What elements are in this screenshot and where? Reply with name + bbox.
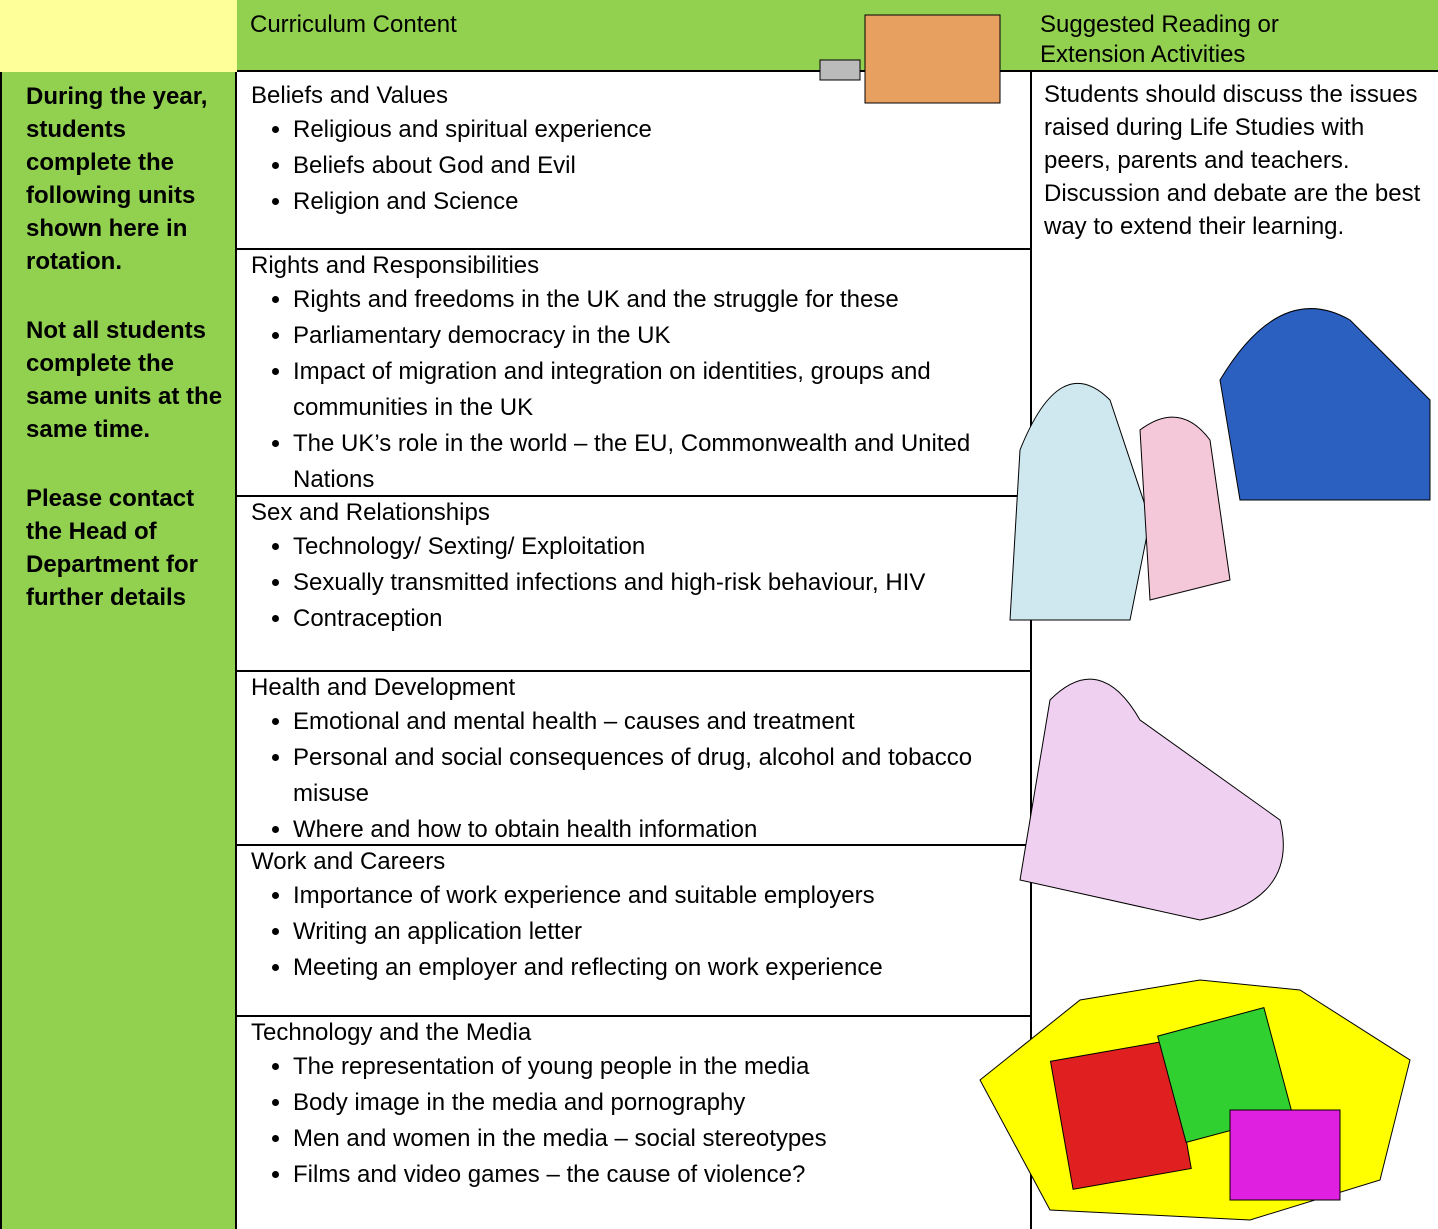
unit-item: Rights and freedoms in the UK and the st… bbox=[293, 282, 1017, 318]
unit-title: Beliefs and Values bbox=[251, 82, 449, 109]
couple-woman bbox=[1139, 416, 1231, 601]
unit-item: Writing an application letter bbox=[293, 914, 1017, 950]
unit-item: Parliamentary democracy in the UK bbox=[293, 318, 1017, 354]
note-paragraph: During the year, students complete the f… bbox=[26, 83, 208, 275]
mechanic bbox=[1019, 678, 1284, 921]
left-note: During the year, students complete the f… bbox=[0, 72, 237, 1229]
unit-item: Contraception bbox=[293, 601, 1017, 637]
unit: Rights and Responsibilities Rights and fr… bbox=[237, 250, 1031, 497]
unit-item: The UK’s role in the world – the EU, Com… bbox=[293, 426, 1017, 498]
unit: Health and Development Emotional and ment… bbox=[237, 672, 1031, 846]
unit-list: Emotional and mental health – causes and… bbox=[251, 704, 1017, 848]
unit-item: Religion and Science bbox=[293, 184, 1017, 220]
unit-list: Technology/ Sexting/ ExploitationSexuall… bbox=[251, 529, 1017, 637]
unit-item: The representation of young people in th… bbox=[293, 1049, 1017, 1085]
unit-title: Health and Development bbox=[251, 674, 516, 701]
header-cell: Curriculum Content bbox=[250, 11, 457, 38]
men bbox=[1219, 308, 1431, 501]
unit-item: Emotional and mental health – causes and… bbox=[293, 704, 1017, 740]
unit-list: The representation of young people in th… bbox=[251, 1049, 1017, 1193]
unit-item: Impact of migration and integration on i… bbox=[293, 354, 1017, 426]
unit-list: Rights and freedoms in the UK and the st… bbox=[251, 282, 1017, 498]
unit-item: Importance of work experience and suitab… bbox=[293, 878, 1017, 914]
unit: Work and Careers Importance of work exper… bbox=[237, 846, 1031, 1017]
header-cell: Suggested Reading or Extension Activitie… bbox=[1040, 11, 1279, 68]
unit-item: Body image in the media and pornography bbox=[293, 1085, 1017, 1121]
note-paragraph: Not all students complete the same units… bbox=[26, 317, 223, 443]
unit-title: Work and Careers bbox=[251, 848, 446, 875]
books-burst bbox=[979, 979, 1411, 1221]
unit-item: Sexually transmitted infections and high… bbox=[293, 565, 1017, 601]
note-paragraph: Please contact the Head of Department fo… bbox=[26, 485, 199, 611]
unit-item: Where and how to obtain health informati… bbox=[293, 812, 1017, 848]
unit-item: Personal and social consequences of drug… bbox=[293, 740, 1017, 812]
unit-item: Technology/ Sexting/ Exploitation bbox=[293, 529, 1017, 565]
book bbox=[1049, 1039, 1192, 1190]
unit-item: Beliefs about God and Evil bbox=[293, 148, 1017, 184]
unit-title: Technology and the Media bbox=[251, 1019, 532, 1046]
unit-item: Films and video games – the cause of vio… bbox=[293, 1157, 1017, 1193]
unit-title: Sex and Relationships bbox=[251, 499, 490, 526]
divider bbox=[1030, 72, 1032, 1229]
unit-item: Men and women in the media – social ster… bbox=[293, 1121, 1017, 1157]
book bbox=[1157, 1007, 1293, 1143]
unit-list: Religious and spiritual experienceBelief… bbox=[251, 112, 1017, 220]
unit: Beliefs and Values Religious and spiritua… bbox=[237, 80, 1031, 250]
unit-title: Rights and Responsibilities bbox=[251, 252, 540, 279]
unit: Sex and Relationships Technology/ Sexting… bbox=[237, 497, 1031, 672]
book bbox=[1229, 1109, 1341, 1201]
right-text: Students should discuss the issues raise… bbox=[1044, 81, 1421, 240]
unit-item: Religious and spiritual experience bbox=[293, 112, 1017, 148]
unit: Technology and the Media The representati… bbox=[237, 1017, 1031, 1229]
corner bbox=[0, 0, 237, 72]
unit-list: Importance of work experience and suitab… bbox=[251, 878, 1017, 986]
unit-item: Meeting an employer and reflecting on wo… bbox=[293, 950, 1017, 986]
